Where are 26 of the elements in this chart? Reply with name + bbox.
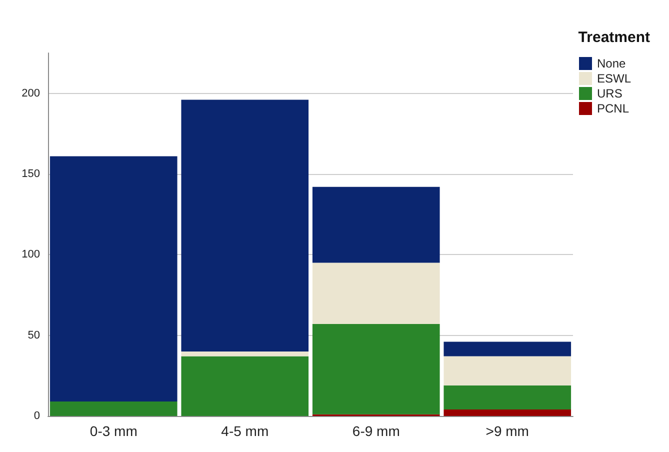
bar (50, 401, 178, 416)
y-tick-label: 150 (22, 168, 40, 180)
bar (312, 324, 440, 414)
x-tick-label: 4-5 mm (221, 423, 269, 439)
y-tick-label: 0 (34, 410, 40, 422)
bar (444, 356, 572, 386)
y-tick-label: 50 (28, 329, 40, 342)
legend-label: ESWL (596, 72, 632, 86)
bar (181, 351, 309, 356)
y-tick-label: 200 (22, 87, 40, 100)
bar (312, 262, 440, 324)
x-tick-label: 6-9 mm (352, 423, 400, 439)
bar (444, 410, 572, 416)
bar (312, 186, 440, 263)
x-tick-label: 0-3 mm (90, 423, 138, 439)
legend-label: URS (596, 86, 622, 100)
legend-label: PCNL (596, 102, 630, 116)
legend-label: None (596, 56, 626, 70)
bar (50, 156, 178, 402)
y-tick-label: 100 (22, 248, 40, 261)
bar (444, 342, 572, 356)
bar (444, 385, 572, 410)
x-tick-label: >9 mm (486, 423, 529, 439)
legend-title: Treatment (578, 29, 650, 46)
bar (181, 100, 309, 352)
bar (181, 356, 309, 416)
